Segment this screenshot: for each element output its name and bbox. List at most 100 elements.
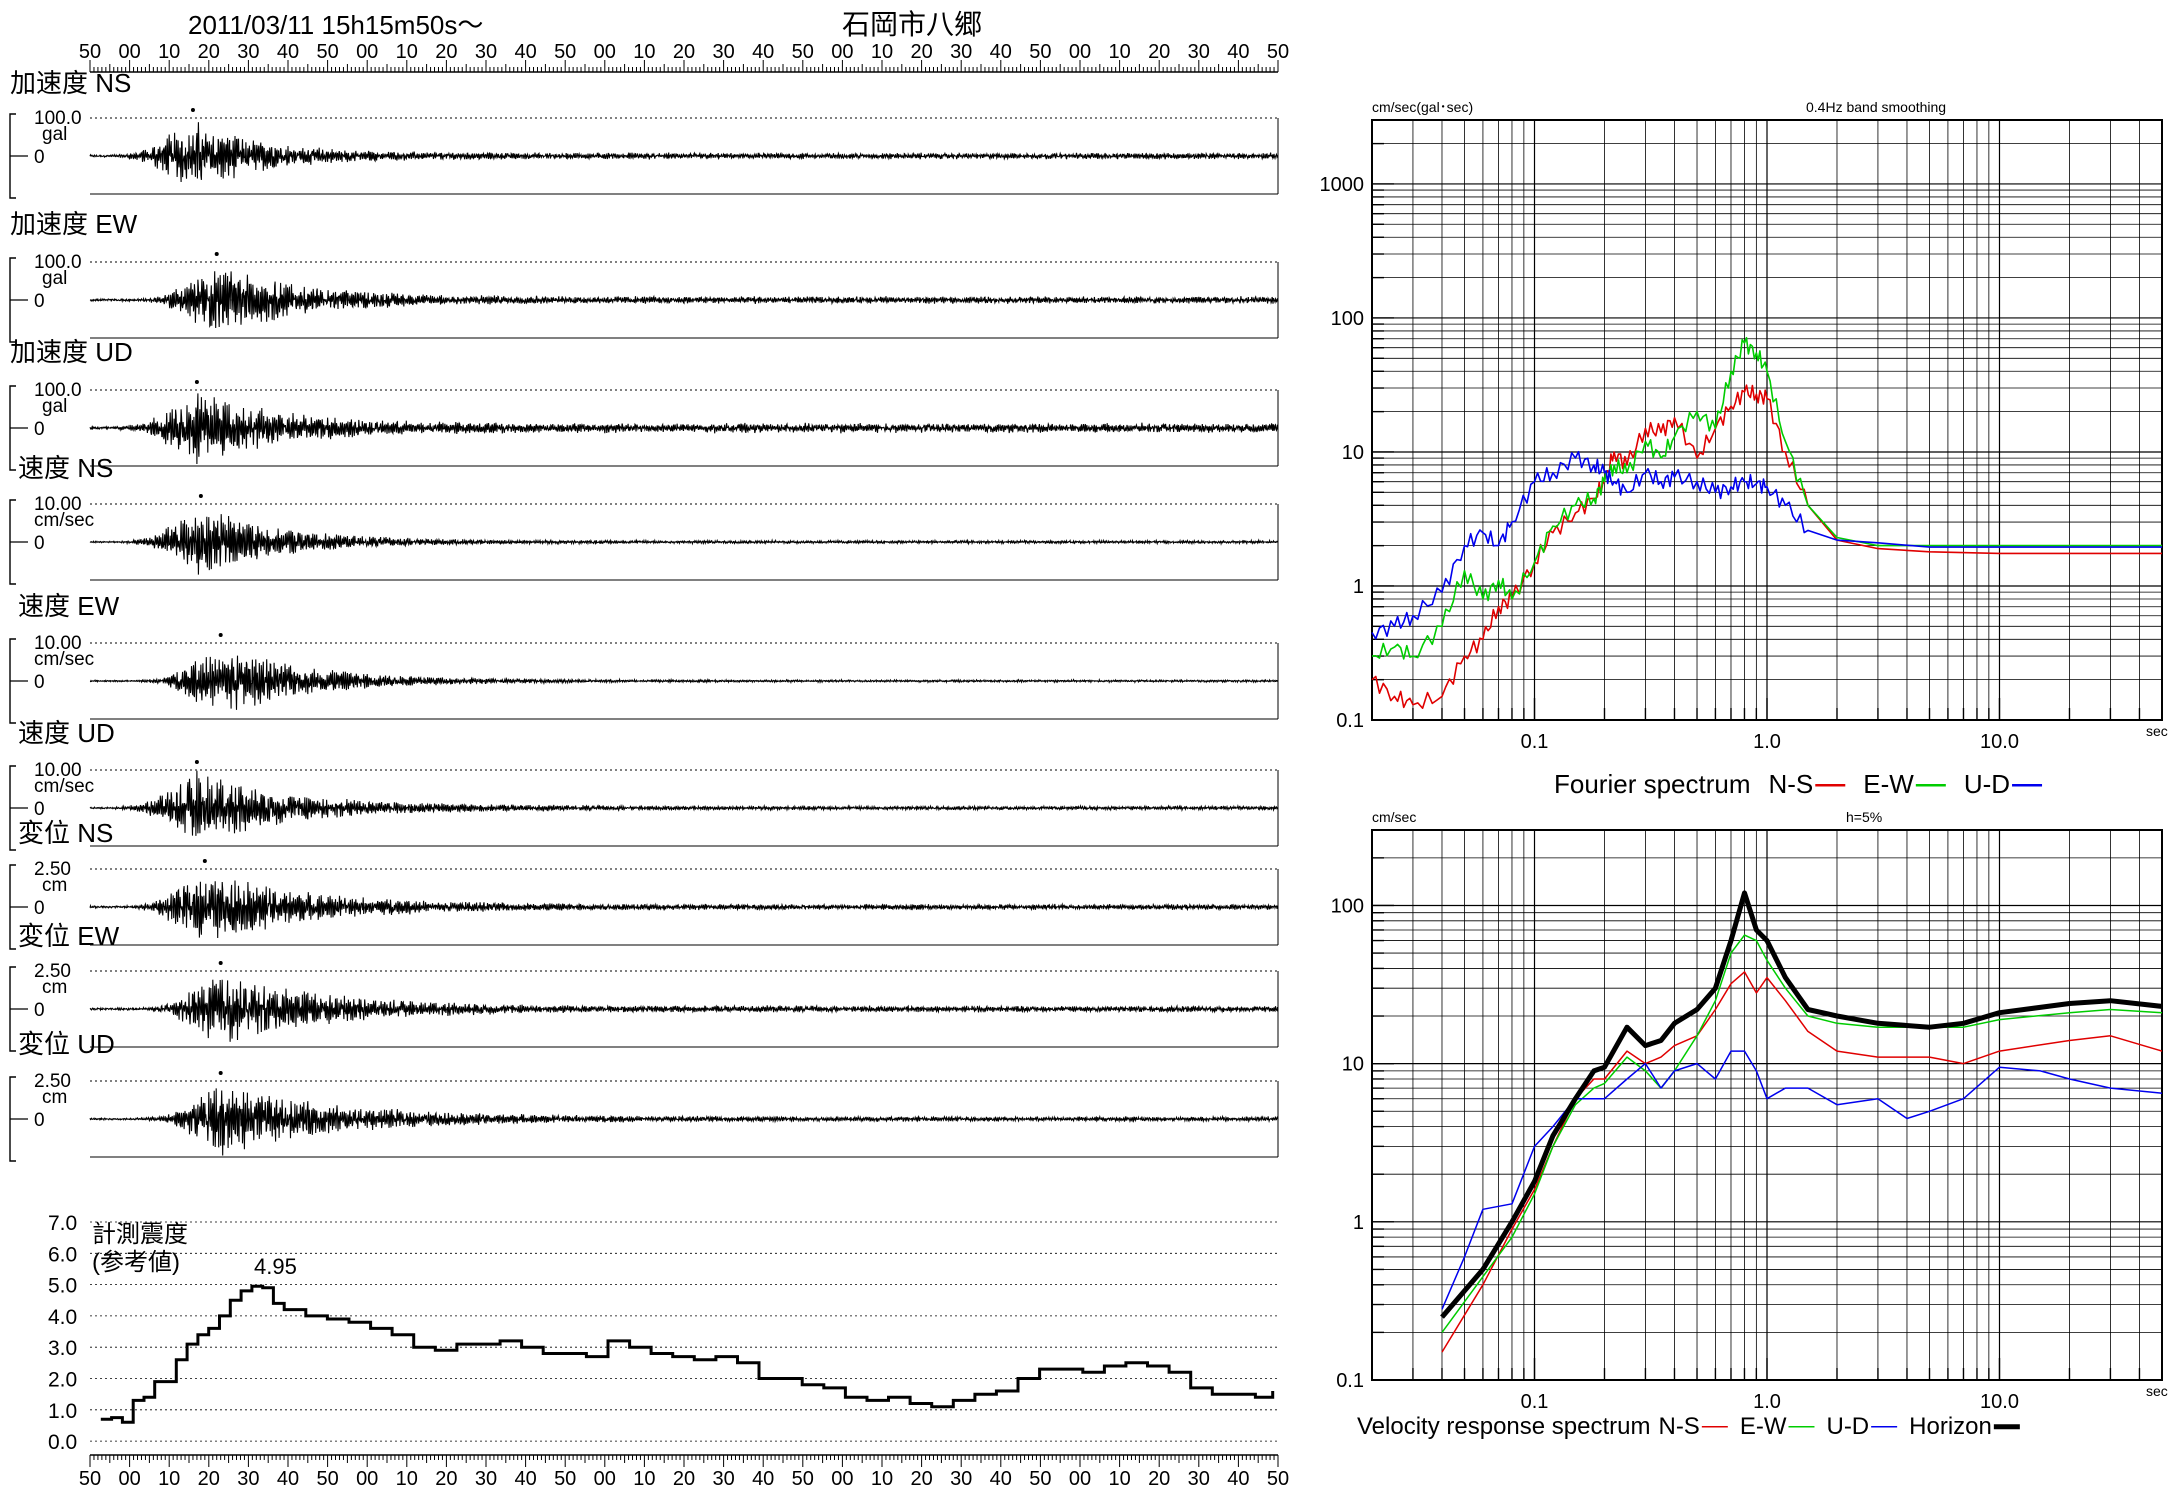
bottom-time-tick-label: 10 bbox=[396, 1468, 418, 1490]
bottom-time-tick-label: 50 bbox=[554, 1468, 576, 1490]
waveform-unit-label: gal bbox=[42, 396, 67, 417]
waveform-trace bbox=[89, 393, 1279, 465]
legend-label-u-d: U-D bbox=[1826, 1413, 1869, 1440]
bottom-time-tick-label: 10 bbox=[871, 1468, 893, 1490]
bottom-time-tick-label: 20 bbox=[1148, 1468, 1170, 1490]
intensity-title: 計測震度 bbox=[92, 1221, 188, 1248]
waveform-peak-marker bbox=[198, 494, 203, 498]
waveform-unit-label: gal bbox=[42, 124, 67, 145]
chart-x-tick-label: 10.0 bbox=[1980, 731, 2019, 753]
top-time-axis: 50 00 10 20 30 40 50 00 10 20 30 40 50 00 10 20 30 40 50 00… bbox=[79, 41, 1289, 73]
bottom-time-tick-label: 00 bbox=[118, 1468, 140, 1490]
waveform-max-label: 2.50 bbox=[34, 859, 71, 880]
waveform-max-label: 10.00 bbox=[34, 760, 82, 781]
waveform-peak-marker bbox=[194, 760, 199, 764]
legend-label-n-s: N-S bbox=[1658, 1413, 1699, 1440]
waveform-peak-marker bbox=[218, 961, 223, 965]
bottom-time-tick-label: 20 bbox=[910, 1468, 932, 1490]
waveform-max-label: 10.00 bbox=[34, 494, 82, 515]
waveform-peak-marker bbox=[218, 633, 223, 637]
chart-y-tick-label: 0.1 bbox=[1336, 710, 1364, 732]
waveform-zero-label: 0 bbox=[34, 1110, 45, 1131]
top-time-tick-label: 40 bbox=[752, 41, 774, 63]
top-time-tick-label: 10 bbox=[633, 41, 655, 63]
bottom-time-tick-label: 40 bbox=[990, 1468, 1012, 1490]
waveform-label: 変位 NS bbox=[18, 818, 113, 848]
bottom-time-tick-label: 20 bbox=[673, 1468, 695, 1490]
chart-x-tick-label: 1.0 bbox=[1753, 731, 1781, 753]
bottom-time-tick-label: 20 bbox=[435, 1468, 457, 1490]
legend-label-horizon: Horizon bbox=[1909, 1413, 1992, 1440]
waveform-zero-label: 0 bbox=[34, 799, 45, 820]
top-time-tick-label: 50 bbox=[792, 41, 814, 63]
top-time-tick-label: 20 bbox=[435, 41, 457, 63]
fourier-spectrum-chart: cm/sec(gal･sec) 0.4Hz band smoothing sec… bbox=[1320, 99, 2168, 753]
top-time-tick-label: 40 bbox=[514, 41, 536, 63]
top-time-tick-label: 30 bbox=[712, 41, 734, 63]
chart-y-tick-label: 100 bbox=[1331, 308, 1364, 330]
bottom-time-tick-label: 00 bbox=[594, 1468, 616, 1490]
top-time-tick-label: 50 bbox=[79, 41, 101, 63]
bottom-time-tick-label: 50 bbox=[79, 1468, 101, 1490]
bottom-time-tick-label: 10 bbox=[1108, 1468, 1130, 1490]
waveform-unit-label: gal bbox=[42, 268, 67, 289]
waveform-max-label: 100.0 bbox=[34, 108, 82, 129]
top-time-tick-label: 20 bbox=[673, 41, 695, 63]
top-time-tick-label: 00 bbox=[831, 41, 853, 63]
waveform-peak-marker bbox=[194, 380, 199, 384]
velocity-xlabel: sec bbox=[2146, 1383, 2168, 1399]
intensity-y-tick: 2.0 bbox=[48, 1369, 77, 1392]
chart-x-tick-label: 0.1 bbox=[1521, 731, 1549, 753]
waveform-trace bbox=[89, 122, 1279, 183]
bottom-time-tick-label: 40 bbox=[277, 1468, 299, 1490]
waveform-trace bbox=[89, 770, 1279, 836]
waveform-trace bbox=[89, 880, 1279, 939]
bottom-time-tick-label: 50 bbox=[1029, 1468, 1051, 1490]
waveform-unit-label: cm/sec bbox=[34, 510, 94, 531]
bottom-time-tick-label: 40 bbox=[1227, 1468, 1249, 1490]
top-time-tick-label: 30 bbox=[1188, 41, 1210, 63]
top-time-tick-label: 50 bbox=[1029, 41, 1051, 63]
top-time-tick-label: 50 bbox=[316, 41, 338, 63]
series-line-horizon bbox=[1440, 890, 2163, 1319]
waveform-unit-label: cm bbox=[42, 977, 67, 998]
top-time-tick-label: 00 bbox=[118, 41, 140, 63]
waveform-trace bbox=[89, 271, 1279, 329]
waveform-trace bbox=[89, 1088, 1279, 1156]
bottom-time-tick-label: 10 bbox=[633, 1468, 655, 1490]
waveform-max-label: 100.0 bbox=[34, 252, 82, 273]
top-time-tick-label: 00 bbox=[1069, 41, 1091, 63]
bottom-time-tick-label: 50 bbox=[1267, 1468, 1289, 1490]
waveform-label: 速度 EW bbox=[18, 591, 120, 621]
top-time-tick-label: 10 bbox=[158, 41, 180, 63]
chart-y-tick-label: 10 bbox=[1342, 442, 1364, 464]
waveform-trace bbox=[89, 979, 1279, 1042]
waveform-label: 変位 UD bbox=[18, 1029, 115, 1059]
top-time-tick-label: 20 bbox=[198, 41, 220, 63]
waveform-zero-label: 0 bbox=[34, 147, 45, 168]
top-time-tick-label: 00 bbox=[356, 41, 378, 63]
waveform-unit-label: cm/sec bbox=[34, 776, 94, 797]
bottom-time-tick-label: 50 bbox=[792, 1468, 814, 1490]
waveform-label: 速度 UD bbox=[18, 718, 115, 748]
waveform-peak-marker bbox=[218, 1071, 223, 1075]
waveform-peak-marker bbox=[190, 108, 195, 112]
legend-label-e-w: E-W bbox=[1740, 1413, 1787, 1440]
bottom-time-tick-label: 20 bbox=[198, 1468, 220, 1490]
legend-label-e-w: E-W bbox=[1863, 769, 1914, 799]
bottom-time-tick-label: 00 bbox=[356, 1468, 378, 1490]
waveform-unit-label: cm/sec bbox=[34, 649, 94, 670]
intensity-y-tick: 4.0 bbox=[48, 1306, 77, 1329]
chart-x-tick-label: 0.1 bbox=[1521, 1391, 1549, 1413]
fourier-legend-title: Fourier spectrum bbox=[1554, 769, 1751, 799]
fourier-xlabel: sec bbox=[2146, 723, 2168, 739]
bottom-time-tick-label: 30 bbox=[712, 1468, 734, 1490]
chart-y-tick-label: 1000 bbox=[1320, 174, 1365, 196]
series-line-u-d bbox=[1371, 450, 2162, 640]
top-time-tick-label: 30 bbox=[950, 41, 972, 63]
